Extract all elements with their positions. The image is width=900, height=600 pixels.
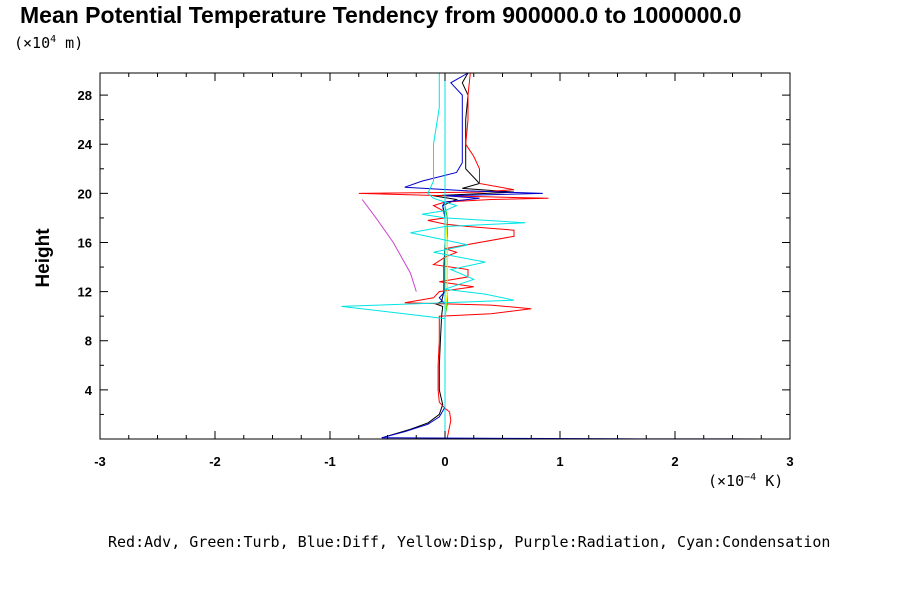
y-unit-prefix: (×10 (14, 34, 51, 52)
x-tick-label: -2 (209, 454, 221, 469)
x-tick-label: 1 (556, 454, 563, 469)
plot-series (341, 72, 791, 440)
y-tick-label: 28 (78, 88, 92, 103)
y-axis-unit: (×104 m) (14, 34, 83, 52)
x-tick-label: 2 (671, 454, 678, 469)
y-unit-exponent: 4 (50, 34, 57, 45)
y-unit-suffix: m) (56, 34, 84, 52)
series-line-5 (361, 199, 417, 292)
x-unit-prefix: (×10 (708, 472, 745, 490)
y-tick-label: 8 (85, 334, 92, 349)
legend-text: Red:Adv, Green:Turb, Blue:Diff, Yellow:D… (108, 533, 831, 551)
x-unit-exponent: −4 (744, 472, 757, 483)
y-tick-label: 24 (78, 137, 93, 152)
plot-frame (99, 72, 791, 440)
x-tick-label: 0 (441, 454, 448, 469)
x-axis-unit: (×10−4 K) (708, 472, 783, 490)
chart-title: Mean Potential Temperature Tendency from… (20, 2, 742, 28)
x-tick-label: 3 (786, 454, 793, 469)
x-unit-suffix: K) (756, 472, 784, 490)
series-line-1 (358, 72, 549, 438)
series-line-2 (381, 72, 543, 439)
x-tick-label: -1 (324, 454, 336, 469)
y-tick-label: 12 (78, 285, 92, 300)
y-tick-label: 16 (78, 235, 92, 250)
x-tick-label: -3 (94, 454, 106, 469)
y-tick-label: 20 (78, 186, 92, 201)
series-line-6 (341, 73, 526, 438)
y-tick-label: 4 (85, 383, 93, 398)
y-axis-label: Height (33, 228, 54, 288)
